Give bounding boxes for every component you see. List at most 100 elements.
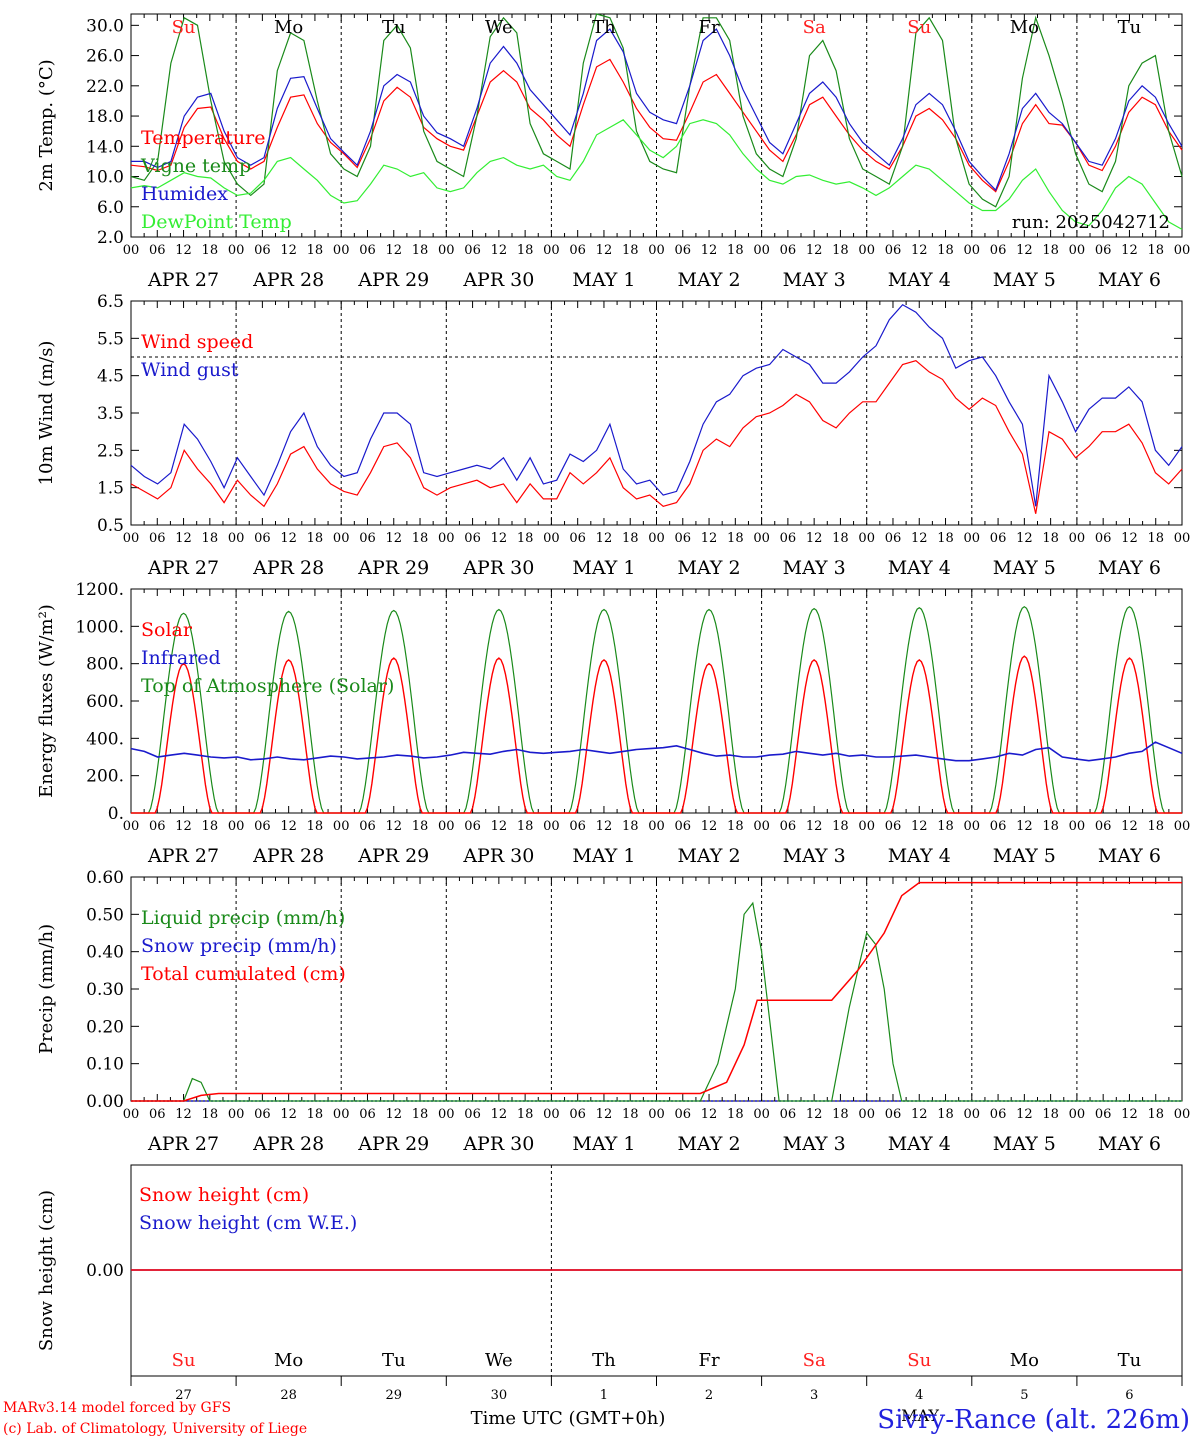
legend-entry: Snow precip (mm/h)	[141, 935, 337, 957]
hour-tick-label: 18	[937, 531, 954, 546]
hour-tick-label: 06	[780, 243, 797, 258]
hour-tick-label: 18	[727, 1107, 744, 1122]
day-tick-label: APR 30	[462, 557, 534, 579]
hour-tick-label: 06	[359, 531, 376, 546]
hour-tick-label: 18	[517, 819, 534, 834]
weekday-label: Sa	[803, 1350, 826, 1371]
series-line	[130, 741, 1183, 762]
panel-5: Snow height (cm) 0.00 Snow height (cm) Snow…	[36, 1164, 1183, 1403]
hour-tick-label: 12	[491, 1107, 508, 1122]
hour-tick-label: 12	[1121, 531, 1138, 546]
day-tick-label: MAY 6	[1098, 1133, 1161, 1155]
hour-tick-label: 06	[1095, 1107, 1112, 1122]
hour-tick-label: 12	[1121, 243, 1138, 258]
hour-tick-label: 06	[149, 819, 166, 834]
day-number-label: 3	[810, 1388, 818, 1403]
hour-tick-label: 12	[1016, 819, 1033, 834]
y-tick-label: 600.	[86, 692, 124, 712]
day-tick-label: MAY 3	[783, 1133, 846, 1155]
hour-tick-label: 00	[543, 819, 560, 834]
day-tick-label: APR 27	[147, 269, 219, 291]
hour-tick-label: 12	[701, 1107, 718, 1122]
hour-tick-label: 12	[1016, 531, 1033, 546]
hour-tick-label: 18	[727, 819, 744, 834]
hour-tick-label: 12	[911, 531, 928, 546]
series-line	[130, 303, 1183, 507]
hour-tick-label: 18	[412, 243, 429, 258]
hour-tick-label: 06	[254, 819, 271, 834]
weekday-label: We	[485, 17, 513, 38]
y-tick-label: 18.0	[86, 107, 124, 127]
y-tick-label: 2.5	[97, 441, 124, 461]
day-number-label: 6	[1125, 1388, 1133, 1403]
hour-tick-label: 06	[569, 819, 586, 834]
hour-tick-label: 00	[858, 243, 875, 258]
hour-tick-label: 00	[543, 243, 560, 258]
y-tick-label: 400.	[86, 729, 124, 749]
hour-tick-label: 12	[1121, 819, 1138, 834]
hour-tick-label: 18	[307, 819, 324, 834]
y-tick-label: 1.5	[97, 479, 124, 499]
legend-entry: Solar	[141, 619, 193, 641]
hour-tick-label: 12	[1121, 1107, 1138, 1122]
day-tick-label: APR 28	[252, 1133, 324, 1155]
hour-tick-label: 18	[412, 819, 429, 834]
hour-tick-label: 18	[202, 1107, 219, 1122]
hour-tick-label: 18	[307, 243, 324, 258]
day-number-label: 1	[600, 1388, 608, 1403]
weekday-label: Mo	[274, 17, 303, 38]
panel-3: 00 06 12 18 00 06 12 18 00 06 12 18 00 06 12 18 00 06 12 18…	[36, 580, 1190, 867]
hour-tick-label: 18	[202, 531, 219, 546]
hour-tick-label: 12	[1016, 1107, 1033, 1122]
day-tick-label: APR 28	[252, 845, 324, 867]
series-line	[130, 13, 1183, 208]
hour-tick-label: 06	[569, 1107, 586, 1122]
day-number-label: 2	[705, 1388, 713, 1403]
location-label: Sivry-Rance (alt. 226m)	[877, 1405, 1190, 1435]
hour-tick-label: 00	[1174, 531, 1191, 546]
hour-tick-label: 12	[701, 243, 718, 258]
y-tick-label: 14.0	[86, 137, 124, 157]
hour-tick-label: 00	[438, 819, 455, 834]
weekday-label: Tu	[1118, 17, 1142, 38]
hour-tick-label: 12	[1016, 243, 1033, 258]
hour-tick-label: 06	[464, 531, 481, 546]
hour-tick-label: 18	[202, 819, 219, 834]
y-tick-label: 0.20	[86, 1017, 124, 1037]
day-tick-label: MAY 2	[678, 269, 741, 291]
hour-tick-label: 12	[596, 243, 613, 258]
hour-tick-label: 06	[1095, 819, 1112, 834]
hour-tick-label: 06	[359, 819, 376, 834]
y-tick-label: 0.30	[86, 980, 124, 1000]
hour-tick-label: 06	[990, 1107, 1007, 1122]
hour-tick-label: 18	[1147, 243, 1164, 258]
plot-frame	[130, 588, 1183, 814]
hour-tick-label: 00	[858, 819, 875, 834]
hour-tick-label: 18	[832, 819, 849, 834]
hour-tick-label: 06	[780, 1107, 797, 1122]
hour-tick-label: 18	[622, 819, 639, 834]
hour-tick-label: 18	[1147, 531, 1164, 546]
series-line	[130, 360, 1183, 514]
weekday-label: Tu	[382, 17, 406, 38]
hour-tick-label: 00	[1174, 1107, 1191, 1122]
hour-tick-label: 18	[517, 243, 534, 258]
day-tick-label: MAY 3	[783, 845, 846, 867]
y-axis-label: Snow height (cm)	[36, 1190, 57, 1351]
y-axis-label: Precip (mm/h)	[36, 924, 57, 1054]
hour-tick-label: 12	[491, 819, 508, 834]
legend-entry: Total cumulated (cm)	[141, 963, 346, 985]
hour-tick-label: 00	[753, 819, 770, 834]
hour-tick-label: 12	[596, 531, 613, 546]
hour-tick-label: 00	[1069, 1107, 1086, 1122]
hour-tick-label: 00	[964, 1107, 981, 1122]
y-tick-label: 0.50	[86, 905, 124, 925]
panel-4: 00 06 12 18 00 06 12 18 00 06 12 18 00 06 12 18 00 06 12 18…	[36, 868, 1190, 1155]
hour-tick-label: 00	[333, 819, 350, 834]
hour-tick-label: 18	[1042, 819, 1059, 834]
day-tick-label: APR 30	[462, 269, 534, 291]
hour-tick-label: 18	[1147, 1107, 1164, 1122]
hour-tick-label: 12	[491, 531, 508, 546]
hour-tick-label: 12	[280, 243, 297, 258]
